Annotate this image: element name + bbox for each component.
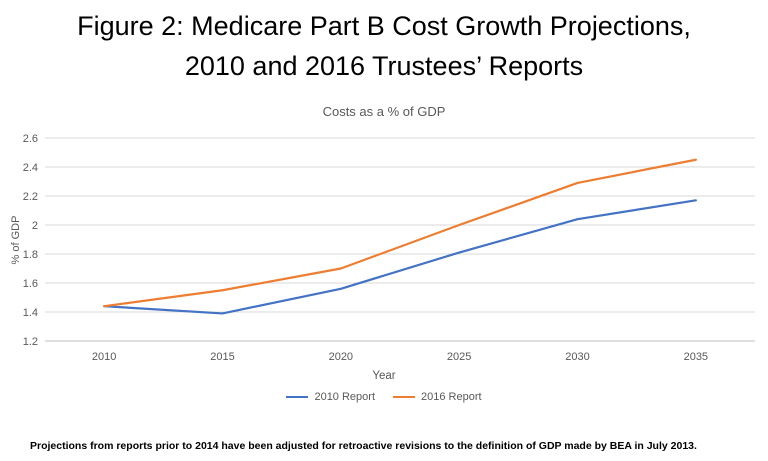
y-tick-label: 1.6 — [23, 278, 38, 290]
x-tick-label: 2035 — [684, 351, 708, 363]
series-line-2016-report — [103, 158, 697, 308]
chart-plot: 2.6 2.4 2.2 2 1.8 1.6 1.4 1.2 2010 2015 2020 2025 20… — [23, 133, 755, 363]
x-tick-label: 2010 — [92, 351, 116, 363]
x-axis-label: Year — [372, 370, 396, 382]
footnote: Projections from reports prior to 2014 h… — [30, 440, 697, 452]
y-tick-label: 2.6 — [23, 133, 38, 145]
legend-line-swatch — [393, 395, 415, 399]
legend-line-swatch — [286, 395, 309, 399]
legend-item-2010-report: 2010 Report — [286, 391, 375, 403]
y-tick-label: 2.4 — [23, 162, 38, 174]
y-tick-label: 1.8 — [23, 249, 38, 261]
figure-title-line2: 2010 and 2016 Trustees’ Reports — [184, 51, 584, 81]
legend-item-2016-report: 2016 Report — [393, 391, 482, 403]
chart-title: Costs as a % of GDP — [322, 104, 446, 119]
x-tick-label: 2020 — [329, 351, 353, 363]
legend-label: 2016 Report — [421, 391, 482, 403]
y-tick-label: 1.4 — [23, 307, 38, 319]
figure-title: Figure 2: Medicare Part B Cost Growth Pr… — [0, 6, 768, 86]
series-line-2010-report — [103, 199, 697, 315]
legend: 2010 Report 2016 Report — [0, 391, 768, 403]
y-axis-label: % of GDP — [10, 215, 22, 265]
legend-label: 2010 Report — [314, 391, 375, 403]
x-tick-label: 2015 — [210, 351, 234, 363]
figure-title-line1: Figure 2: Medicare Part B Cost Growth Pr… — [77, 11, 691, 41]
x-tick-label: 2025 — [447, 351, 471, 363]
y-tick-label: 2.2 — [23, 191, 38, 203]
y-tick-label: 2 — [32, 220, 38, 232]
x-tick-label: 2030 — [565, 351, 589, 363]
y-tick-label: 1.2 — [23, 336, 38, 348]
